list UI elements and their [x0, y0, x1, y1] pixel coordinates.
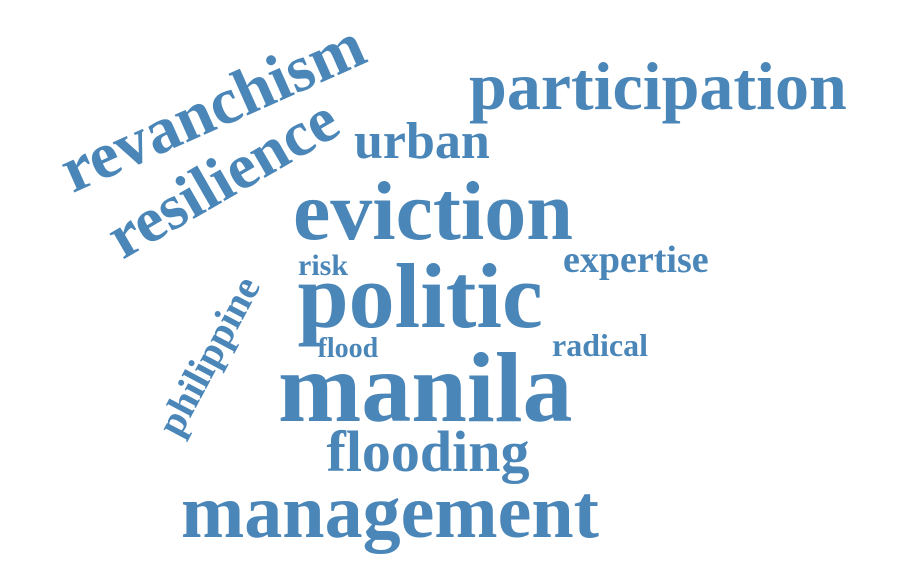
word-manila: manila — [278, 332, 573, 443]
word-urban: urban — [354, 113, 490, 170]
word-radical: radical — [552, 327, 648, 363]
word-flooding: flooding — [326, 419, 530, 484]
word-flood: flood — [317, 333, 379, 364]
word-expertise: expertise — [563, 239, 709, 281]
word-management: management — [181, 470, 599, 554]
word-risk: risk — [298, 249, 349, 282]
word-philippine: philippine — [147, 268, 269, 443]
word-participation: participation — [469, 48, 847, 124]
word-politic: politic — [297, 245, 543, 347]
word-eviction: eviction — [293, 165, 573, 258]
